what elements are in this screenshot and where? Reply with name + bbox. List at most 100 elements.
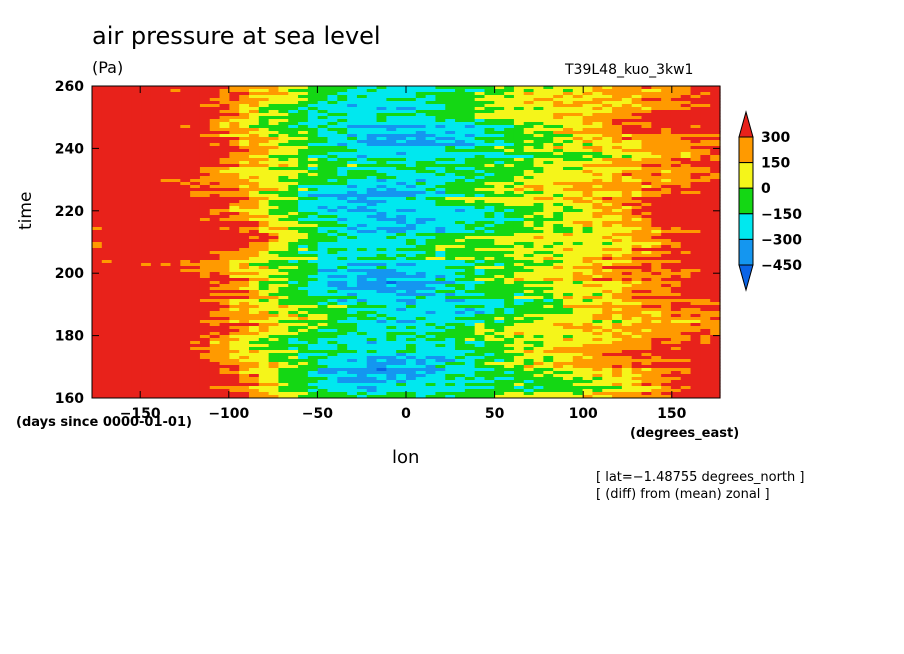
heatmap-cell	[131, 314, 142, 318]
heatmap-cell	[406, 275, 417, 279]
heatmap-cell	[455, 110, 466, 114]
heatmap-cell	[523, 179, 535, 183]
heatmap-cell	[612, 311, 623, 315]
heatmap-cell	[661, 104, 672, 108]
heatmap-cell	[464, 113, 476, 117]
heatmap-cell	[131, 290, 142, 294]
heatmap-cell	[670, 248, 682, 252]
heatmap-cell	[288, 209, 299, 213]
heatmap-cell	[670, 290, 682, 294]
heatmap-cell	[553, 293, 564, 297]
heatmap-cell	[690, 89, 701, 93]
heatmap-cell	[356, 245, 368, 249]
heatmap-cell	[347, 260, 358, 264]
heatmap-cell	[141, 308, 152, 312]
heatmap-cell	[700, 287, 711, 291]
heatmap-cell	[121, 281, 132, 285]
heatmap-cell	[288, 167, 299, 171]
heatmap-cell	[219, 203, 230, 207]
heatmap-cell	[523, 149, 535, 153]
heatmap-cell	[621, 194, 633, 198]
heatmap-cell	[710, 125, 721, 129]
heatmap-cell	[661, 98, 672, 102]
heatmap-cell	[209, 263, 221, 267]
heatmap-cell	[415, 242, 427, 246]
heatmap-cell	[356, 122, 368, 126]
heatmap-cell	[425, 287, 437, 291]
heatmap-cell	[504, 182, 515, 186]
heatmap-cell	[278, 260, 289, 264]
heatmap-cell	[700, 206, 711, 210]
heatmap-cell	[670, 149, 682, 153]
heatmap-cell	[396, 194, 407, 198]
heatmap-cell	[484, 140, 495, 144]
heatmap-cell	[602, 305, 613, 309]
heatmap-cell	[563, 293, 574, 297]
heatmap-cell	[121, 230, 132, 234]
heatmap-cell	[612, 296, 623, 300]
heatmap-cell	[680, 281, 692, 285]
heatmap-cell	[631, 143, 643, 147]
heatmap-cell	[150, 203, 162, 207]
heatmap-cell	[533, 107, 544, 111]
heatmap-cell	[494, 287, 505, 291]
heatmap-cell	[572, 260, 584, 264]
heatmap-cell	[150, 188, 162, 192]
heatmap-cell	[141, 299, 152, 303]
heatmap-cell	[602, 230, 613, 234]
heatmap-cell	[700, 272, 711, 276]
heatmap-cell	[288, 269, 299, 273]
heatmap-cell	[533, 176, 544, 180]
heatmap-cell	[651, 161, 662, 165]
heatmap-cell	[396, 272, 407, 276]
heatmap-cell	[504, 314, 515, 318]
heatmap-cell	[249, 263, 260, 267]
heatmap-cell	[670, 167, 682, 171]
heatmap-cell	[347, 311, 358, 315]
heatmap-cell	[513, 95, 525, 99]
heatmap-cell	[396, 158, 407, 162]
heatmap-cell	[199, 206, 211, 210]
heatmap-cell	[484, 239, 495, 243]
heatmap-cell	[239, 305, 250, 309]
heatmap-cell	[533, 239, 544, 243]
heatmap-cell	[651, 191, 662, 195]
heatmap-cell	[150, 278, 162, 282]
heatmap-cell	[337, 119, 348, 123]
heatmap-cell	[278, 230, 289, 234]
heatmap-cell	[229, 233, 240, 237]
heatmap-cell	[249, 224, 260, 228]
heatmap-cell	[621, 173, 633, 177]
heatmap-cell	[543, 113, 554, 117]
heatmap-cell	[641, 275, 652, 279]
heatmap-cell	[602, 287, 613, 291]
heatmap-cell	[160, 137, 172, 141]
heatmap-cell	[415, 119, 427, 123]
heatmap-cell	[553, 290, 564, 294]
heatmap-cell	[131, 230, 142, 234]
heatmap-cell	[249, 191, 260, 195]
heatmap-cell	[268, 164, 280, 168]
heatmap-cell	[572, 254, 584, 258]
heatmap-cell	[92, 269, 103, 273]
heatmap-cell	[160, 263, 172, 267]
heatmap-cell	[160, 152, 172, 156]
heatmap-cell	[435, 299, 446, 303]
heatmap-cell	[406, 317, 417, 321]
heatmap-cell	[592, 104, 603, 108]
heatmap-cell	[92, 302, 103, 306]
heatmap-cell	[680, 179, 692, 183]
heatmap-cell	[641, 89, 652, 93]
heatmap-cell	[298, 128, 309, 132]
heatmap-cell	[553, 245, 564, 249]
heatmap-cell	[513, 98, 525, 102]
heatmap-cell	[396, 296, 407, 300]
heatmap-cell	[494, 260, 505, 264]
heatmap-cell	[307, 242, 319, 246]
heatmap-cell	[533, 146, 544, 150]
heatmap-cell	[435, 296, 446, 300]
heatmap-cell	[386, 227, 397, 231]
heatmap-cell	[425, 275, 437, 279]
heatmap-cell	[631, 128, 643, 132]
heatmap-cell	[249, 245, 260, 249]
